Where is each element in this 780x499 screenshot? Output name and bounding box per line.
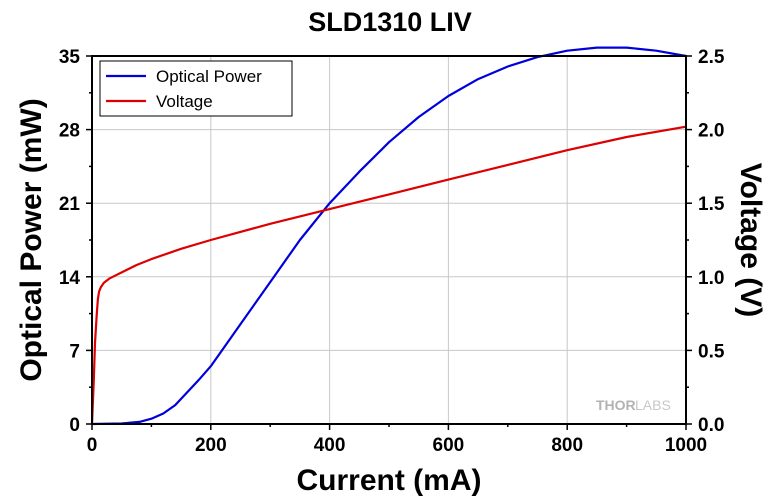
legend-label-optical-power: Optical Power [156,67,262,86]
y-tick-label: 7 [69,341,80,362]
axis-ticks [86,55,692,430]
legend: Optical Power Voltage [99,60,293,117]
curves [90,46,688,426]
watermark-labs: LABS [635,397,671,413]
y2-axis-title: Voltage (V) [734,163,767,317]
y2-tick-label: 0.5 [698,341,725,362]
grid-lines [92,56,686,424]
legend-label-voltage: Voltage [156,92,213,111]
series-line-voltage [90,125,688,426]
y2-tick-label: 1.0 [698,268,724,289]
y2-tick-label: 2.5 [698,47,725,68]
tick-labels: 0 200 400 600 800 1000 0 7 14 21 28 35 0.0 0.5 1.0 1.5 2… [59,47,725,456]
y-tick-label: 0 [69,415,80,436]
x-tick-label: 800 [551,435,583,456]
watermark-thor: THOR [596,397,636,413]
x-tick-label: 600 [433,435,465,456]
plot-area [92,56,686,424]
y-tick-label: 28 [59,121,80,142]
x-tick-label: 400 [314,435,346,456]
y-tick-label: 21 [59,194,81,215]
y-axis-title: Optical Power (mW) [15,98,48,381]
y2-tick-label: 0.0 [698,415,724,436]
y-tick-label: 14 [59,268,81,289]
x-tick-label: 0 [87,435,98,456]
y-tick-label: 35 [59,47,81,68]
legend-box [99,60,293,117]
y2-tick-label: 2.0 [698,121,724,142]
x-tick-label: 200 [195,435,227,456]
series-line-optical-power [90,46,688,426]
chart-title: SLD1310 LIV [308,7,472,37]
y2-tick-label: 1.5 [698,194,725,215]
x-tick-label: 1000 [665,435,707,456]
x-axis-title: Current (mA) [297,464,482,497]
